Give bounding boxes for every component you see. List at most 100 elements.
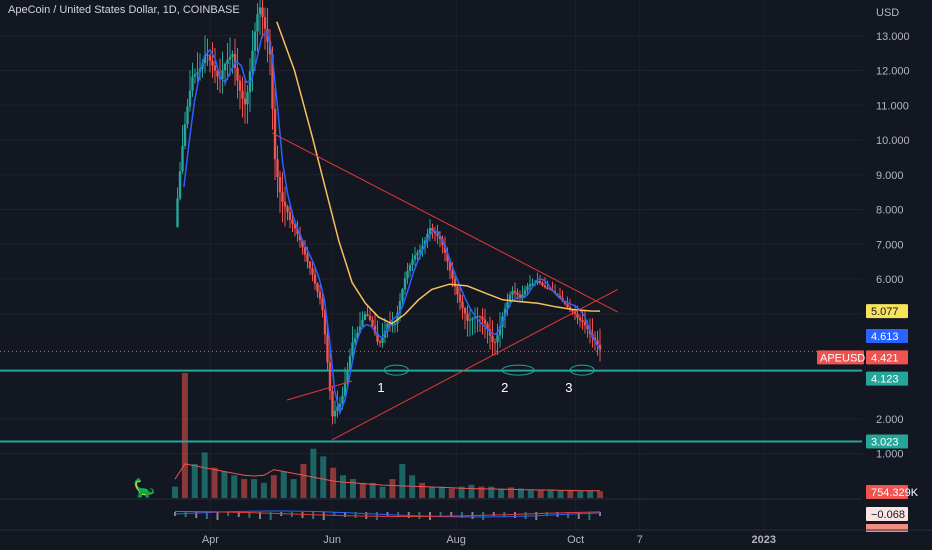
- candle-body: [593, 337, 597, 341]
- x-tick-label: Aug: [446, 534, 466, 546]
- volume-bar: [498, 488, 505, 498]
- candle-body: [511, 291, 514, 295]
- volume-bar: [310, 448, 317, 498]
- candle-body: [206, 55, 209, 57]
- candle-body: [528, 284, 532, 287]
- candle-body: [183, 124, 187, 146]
- candle-body: [458, 294, 462, 302]
- chart-title: ApeCoin / United States Dollar, 1D, COIN…: [8, 4, 240, 16]
- candle-body: [546, 287, 549, 289]
- trendline-extension: [286, 380, 353, 401]
- candle-body: [231, 54, 234, 57]
- candle-body: [596, 340, 599, 345]
- candle-body: [598, 344, 602, 351]
- candle-body: [471, 317, 474, 320]
- macd-histogram-bar: [545, 512, 548, 516]
- candle-body: [506, 301, 509, 309]
- macd-histogram-bar: [312, 512, 315, 519]
- volume-bar: [241, 479, 248, 498]
- candle-body: [443, 245, 447, 253]
- macd-histogram-bar: [599, 512, 601, 516]
- volume-bar: [340, 475, 347, 498]
- candle-body: [481, 316, 484, 320]
- candle-body: [446, 252, 449, 262]
- candle-body: [416, 252, 419, 256]
- macd-histogram-bar: [492, 512, 495, 516]
- macd-histogram-bar: [259, 512, 261, 519]
- touch-point-label: 3: [565, 380, 572, 395]
- candle-body: [278, 176, 282, 193]
- volume-bar: [399, 463, 406, 498]
- price-label-box: [866, 507, 908, 521]
- candle-body: [211, 60, 214, 66]
- candle-body: [451, 270, 454, 279]
- candle-body: [338, 403, 342, 407]
- volume-bar: [508, 487, 515, 498]
- y-tick-label: 1.000: [876, 449, 904, 461]
- candle-body: [461, 301, 464, 308]
- macd-histogram-bar: [588, 512, 591, 520]
- candle-body: [386, 323, 389, 332]
- candle-body: [291, 219, 294, 224]
- macd-histogram-bar: [577, 512, 580, 519]
- x-tick-label: 7: [637, 534, 643, 546]
- candle-body: [223, 63, 227, 71]
- price-label: 5.077: [871, 306, 899, 318]
- candle-body: [241, 90, 244, 99]
- volume-bar: [172, 486, 178, 498]
- candle-body: [316, 283, 319, 292]
- y-tick-label: 6.000: [876, 274, 904, 286]
- macd-histogram-bar: [386, 512, 389, 516]
- candle-body: [288, 212, 292, 220]
- candle-body: [436, 233, 439, 236]
- candle-body: [513, 291, 517, 293]
- price-label-box: [866, 350, 908, 365]
- candle-body: [178, 171, 182, 199]
- candle-body: [303, 247, 307, 255]
- candle-body: [308, 261, 312, 269]
- candle-body: [433, 230, 437, 234]
- candle-body: [421, 246, 424, 250]
- candle-body: [521, 294, 524, 298]
- candle-body: [548, 288, 552, 290]
- macd-histogram-bar: [354, 512, 357, 518]
- candle-body: [351, 342, 354, 357]
- candle-body: [418, 249, 422, 253]
- candle-body: [296, 228, 299, 234]
- candle-body: [216, 70, 219, 77]
- macd-histogram-bar: [301, 512, 304, 518]
- candle-body: [578, 317, 582, 321]
- candle-body: [263, 17, 267, 29]
- candle-body: [448, 261, 452, 271]
- macd-histogram-bar: [567, 512, 570, 518]
- candle-body: [326, 334, 329, 363]
- candle-body: [413, 255, 417, 260]
- candle-body: [538, 281, 542, 284]
- candle-body: [293, 223, 297, 229]
- candle-body: [348, 356, 352, 371]
- candle-body: [463, 307, 467, 314]
- candle-body: [341, 395, 344, 404]
- candle-body: [408, 264, 412, 271]
- volume-bar: [587, 490, 594, 498]
- touch-point-ellipse: [383, 364, 409, 376]
- price-label: 3.023: [871, 437, 899, 449]
- candle-body: [438, 235, 442, 239]
- volume-bar: [597, 491, 603, 498]
- candle-body: [581, 320, 584, 322]
- macd-histogram-bar: [248, 512, 251, 518]
- candle-body: [251, 50, 254, 72]
- candle-body: [583, 321, 587, 326]
- candle-body: [283, 201, 287, 207]
- volume-bar: [280, 471, 287, 498]
- x-tick-label: Oct: [567, 534, 584, 546]
- volume-bar: [488, 486, 495, 498]
- candle-body: [213, 65, 217, 71]
- volume-bar: [537, 490, 544, 498]
- macd-signal-line: [175, 511, 601, 517]
- macd-histogram-bar: [227, 512, 230, 516]
- candle-body: [453, 278, 457, 287]
- candle-body: [541, 283, 544, 286]
- candle-body: [518, 294, 522, 298]
